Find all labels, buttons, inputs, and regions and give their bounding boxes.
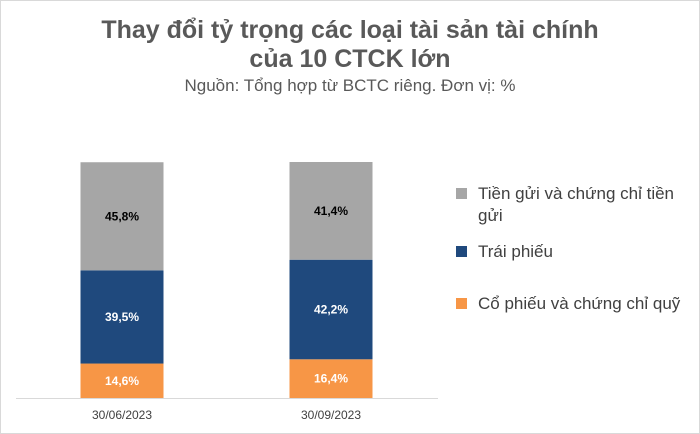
legend-label: Tiền gửi và chứng chỉ tiền gửi: [478, 184, 675, 225]
bar-segment: [289, 359, 373, 398]
bar-segment: [80, 270, 164, 364]
bar-segment: [289, 259, 373, 360]
chart-title-line-2: của 10 CTCK lớn: [249, 45, 451, 73]
chart-subtitle: Nguồn: Tổng hợp từ BCTC riêng. Đơn vị: %: [184, 76, 516, 95]
chart-title-line-1: Thay đổi tỷ trọng các loại tài sản tài c…: [101, 16, 599, 44]
legend-label: Trái phiếu: [478, 242, 553, 261]
bar-segment: [289, 162, 373, 260]
data-label: 16,4%: [314, 372, 348, 386]
x-tick-label: 30/06/2023: [92, 408, 152, 422]
legend-swatch: [456, 246, 467, 257]
data-label: 45,8%: [105, 209, 139, 223]
data-label: 42,2%: [314, 303, 348, 317]
legend-swatch: [456, 188, 467, 199]
legend-label: Cổ phiếu và chứng chỉ quỹ: [478, 294, 681, 313]
bar-segment: [80, 363, 164, 398]
data-label: 14,6%: [105, 374, 139, 388]
bar-segment: [80, 162, 164, 271]
x-tick-label: 30/09/2023: [301, 408, 361, 422]
legend-swatch: [456, 298, 467, 309]
data-label: 41,4%: [314, 204, 348, 218]
data-label: 39,5%: [105, 310, 139, 324]
